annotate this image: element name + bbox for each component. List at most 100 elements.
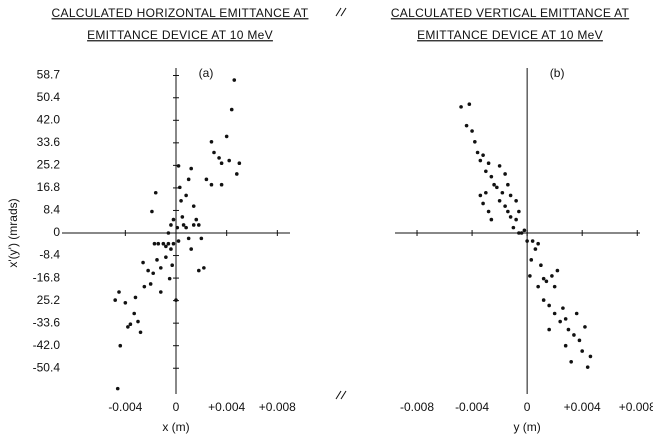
- point: [229, 107, 234, 112]
- point: [558, 319, 562, 324]
- point: [563, 343, 568, 348]
- point: [536, 241, 540, 246]
- point: [166, 241, 171, 246]
- point: [219, 161, 224, 166]
- point: [175, 225, 180, 230]
- point: [212, 150, 216, 155]
- chart-title: CALCULATED VERTICAL EMITTANCE AT: [391, 6, 630, 20]
- point: [176, 239, 181, 243]
- point: [497, 164, 502, 168]
- point: [167, 276, 172, 281]
- point: [536, 284, 540, 289]
- point: [467, 102, 472, 106]
- point: [169, 223, 173, 227]
- point: [118, 343, 123, 348]
- point: [478, 158, 483, 163]
- point: [159, 290, 163, 294]
- point: [464, 123, 469, 128]
- point: [178, 185, 182, 190]
- point: [156, 241, 161, 246]
- point: [583, 325, 587, 329]
- y-tick-label: 8.4: [43, 203, 60, 217]
- point: [159, 266, 163, 270]
- point: [459, 105, 463, 109]
- point: [141, 260, 145, 265]
- point: [150, 209, 154, 214]
- point: [136, 319, 140, 324]
- point: [199, 236, 204, 241]
- point: [566, 327, 571, 332]
- point: [514, 217, 518, 222]
- point: [588, 354, 593, 359]
- point: [530, 239, 535, 243]
- point: [539, 263, 543, 268]
- point: [500, 190, 505, 195]
- point: [164, 244, 168, 249]
- point: [133, 295, 138, 300]
- axis-break: [335, 7, 347, 400]
- x-tick-label: +0.008: [619, 400, 653, 414]
- point: [486, 209, 491, 214]
- point: [495, 185, 499, 190]
- point: [184, 193, 188, 198]
- point: [506, 209, 510, 214]
- point: [189, 166, 193, 171]
- point: [184, 225, 188, 230]
- y-tick-label: 0: [53, 225, 60, 239]
- y-tick-label: -8.4: [39, 248, 60, 262]
- point: [547, 327, 551, 332]
- point: [180, 215, 185, 219]
- point: [217, 156, 221, 160]
- point: [481, 153, 485, 157]
- point: [189, 247, 193, 251]
- point: [508, 193, 513, 198]
- y-axis-label: x'(y') (mrads): [6, 198, 20, 267]
- point: [517, 209, 521, 214]
- point: [486, 161, 491, 166]
- point: [176, 164, 181, 168]
- point: [186, 177, 191, 182]
- panel-label: (a): [199, 66, 214, 80]
- x-tick-label: 0: [173, 400, 180, 414]
- chart-subtitle: EMITTANCE DEVICE AT 10 MeV: [87, 28, 273, 42]
- point: [484, 169, 488, 174]
- point: [555, 268, 560, 273]
- point: [508, 215, 513, 219]
- point: [533, 247, 538, 251]
- point: [197, 268, 201, 273]
- point: [506, 182, 510, 187]
- point: [514, 199, 518, 203]
- point: [209, 182, 214, 187]
- point: [132, 311, 136, 316]
- point: [478, 193, 483, 198]
- point: [577, 338, 582, 343]
- point: [142, 284, 147, 289]
- point: [138, 330, 143, 335]
- point: [169, 247, 173, 251]
- point: [148, 282, 153, 286]
- point: [191, 223, 196, 227]
- y-tick-label: 25.2: [37, 293, 61, 307]
- point: [475, 150, 480, 155]
- x-tick-label: 0: [524, 400, 531, 414]
- y-tick-label: -42.0: [33, 338, 61, 352]
- point: [544, 279, 549, 284]
- point: [497, 199, 502, 203]
- x-tick-label: +0.004: [564, 400, 601, 414]
- point: [113, 298, 117, 302]
- point: [489, 174, 494, 179]
- point: [235, 172, 239, 176]
- point: [232, 78, 237, 82]
- point: [511, 225, 516, 230]
- point: [470, 129, 474, 133]
- point: [517, 231, 521, 235]
- point: [574, 311, 579, 316]
- point: [552, 311, 557, 316]
- y-tick-label: 16.8: [37, 180, 61, 194]
- point: [529, 258, 534, 262]
- chart-title: CALCULATED HORIZONTAL EMITTANCE AT: [52, 6, 309, 20]
- x-axis-label: y (m): [513, 420, 540, 434]
- point: [171, 217, 176, 222]
- panel-label: (b): [550, 66, 565, 80]
